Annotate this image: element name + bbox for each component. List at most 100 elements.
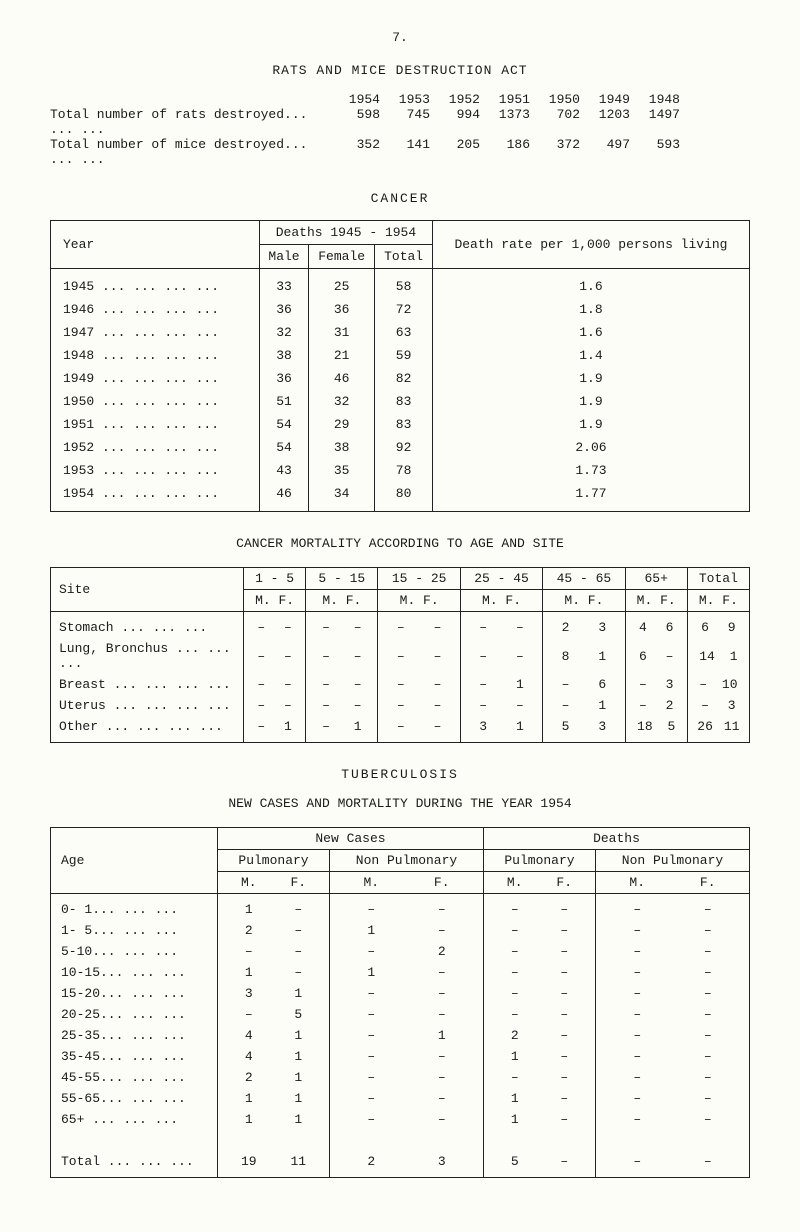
mort-mf: M. F. <box>378 590 460 612</box>
tb-age: 15-20... ... ... <box>51 983 218 1004</box>
tb-cell: 1– <box>483 1046 595 1067</box>
cancer-cell: 78 <box>375 459 433 482</box>
mort-cell: 81 <box>543 638 625 674</box>
rats-block: 1954195319521951195019491948 Total numbe… <box>50 92 750 167</box>
mort-cell: 185 <box>625 716 687 743</box>
cancer-cell: 34 <box>309 482 375 512</box>
mort-cell: 2611 <box>687 716 749 743</box>
rats-value: 702 <box>530 107 580 137</box>
tb-cell: 41 <box>218 1046 330 1067</box>
cancer-cell: 2.06 <box>432 436 749 459</box>
tb-total-label: Total ... ... ... <box>51 1151 218 1178</box>
cancer-cell: 58 <box>375 269 433 299</box>
mort-cell: 31 <box>460 716 542 743</box>
tb-age: 0- 1... ... ... <box>51 894 218 921</box>
rats-year: 1953 <box>380 92 430 107</box>
tb-cell: 31 <box>218 983 330 1004</box>
cancer-cell: 1954 ... ... ... ... <box>51 482 260 512</box>
mort-site: Breast ... ... ... ... <box>51 674 244 695</box>
tb-cell: 11 <box>218 1109 330 1130</box>
tb-cell: –– <box>595 1025 749 1046</box>
mort-cell: –6 <box>543 674 625 695</box>
mort-site-header: Site <box>51 568 244 612</box>
cancer-cell: 1953 ... ... ... ... <box>51 459 260 482</box>
mort-cell: –– <box>378 612 460 639</box>
tb-cell: –– <box>330 1109 484 1130</box>
tb-cell: –– <box>483 894 595 921</box>
cancer-cell: 1.9 <box>432 413 749 436</box>
tb-cell: 23 <box>330 1151 484 1178</box>
tb-d-nonpulm: Non Pulmonary <box>595 850 749 872</box>
cancer-rate-header: Death rate per 1,000 persons living <box>432 221 749 269</box>
mort-cell: –10 <box>687 674 749 695</box>
tb-cell: –– <box>595 941 749 962</box>
cancer-male-header: Male <box>260 245 309 269</box>
rats-value: 1203 <box>580 107 630 137</box>
mort-cell: –– <box>460 612 542 639</box>
cancer-cell: 1.9 <box>432 390 749 413</box>
mort-cell: –– <box>460 638 542 674</box>
rats-value: 745 <box>380 107 430 137</box>
cancer-cell: 1951 ... ... ... ... <box>51 413 260 436</box>
cancer-total-header: Total <box>375 245 433 269</box>
cancer-cell: 1945 ... ... ... ... <box>51 269 260 299</box>
cancer-deaths-span: Deaths 1945 - 1954 <box>260 221 433 245</box>
tb-cell: –– <box>595 1067 749 1088</box>
cancer-year-header: Year <box>51 221 260 269</box>
mort-cell: –3 <box>625 674 687 695</box>
tb-cell: –– <box>330 1046 484 1067</box>
rats-value: 593 <box>630 137 680 167</box>
mort-col-2: 15 - 25 <box>378 568 460 590</box>
mort-col-0: 1 - 5 <box>244 568 306 590</box>
mort-cell: –– <box>306 612 378 639</box>
mortality-table: Site 1 - 5 5 - 15 15 - 25 25 - 45 45 - 6… <box>50 567 750 743</box>
rats-value: 352 <box>330 137 380 167</box>
mort-cell: 6– <box>625 638 687 674</box>
cancer-title: CANCER <box>50 191 750 206</box>
mort-cell: –1 <box>306 716 378 743</box>
mort-site: Uterus ... ... ... ... <box>51 695 244 716</box>
cancer-cell: 36 <box>260 298 309 321</box>
mort-cell: –3 <box>687 695 749 716</box>
mort-mf: M. F. <box>543 590 625 612</box>
tb-cell: –– <box>330 894 484 921</box>
cancer-cell: 1.77 <box>432 482 749 512</box>
mort-cell: –– <box>306 638 378 674</box>
cancer-cell: 35 <box>309 459 375 482</box>
mort-cell: 46 <box>625 612 687 639</box>
tb-cell: –– <box>483 1067 595 1088</box>
tb-cell: –– <box>483 941 595 962</box>
mort-mf: M. F. <box>460 590 542 612</box>
cancer-cell: 63 <box>375 321 433 344</box>
mort-cell: –– <box>306 674 378 695</box>
cancer-table: Year Deaths 1945 - 1954 Death rate per 1… <box>50 220 750 512</box>
rats-value: 186 <box>480 137 530 167</box>
cancer-cell: 83 <box>375 413 433 436</box>
tb-cell: –– <box>595 920 749 941</box>
mort-cell: –2 <box>625 695 687 716</box>
tb-cell: –– <box>595 983 749 1004</box>
mortality-title: CANCER MORTALITY ACCORDING TO AGE AND SI… <box>50 536 750 551</box>
tb-cell: –– <box>330 1004 484 1025</box>
tb-table: Age New Cases Deaths Pulmonary Non Pulmo… <box>50 827 750 1178</box>
mort-cell: –– <box>244 612 306 639</box>
cancer-cell: 1947 ... ... ... ... <box>51 321 260 344</box>
tb-cell: –– <box>483 983 595 1004</box>
cancer-cell: 29 <box>309 413 375 436</box>
cancer-cell: 1.73 <box>432 459 749 482</box>
mort-cell: –1 <box>460 674 542 695</box>
mort-col-6: Total <box>687 568 749 590</box>
mort-cell: –– <box>244 695 306 716</box>
cancer-cell: 1948 ... ... ... ... <box>51 344 260 367</box>
cancer-cell: 1952 ... ... ... ... <box>51 436 260 459</box>
mort-mf: M. F. <box>306 590 378 612</box>
tb-cell: 1– <box>218 894 330 921</box>
mort-cell: –– <box>378 695 460 716</box>
cancer-cell: 46 <box>309 367 375 390</box>
mort-cell: 23 <box>543 612 625 639</box>
rats-value: 497 <box>580 137 630 167</box>
cancer-cell: 1.8 <box>432 298 749 321</box>
tb-cell: 11 <box>218 1088 330 1109</box>
cancer-cell: 25 <box>309 269 375 299</box>
tb-age: 10-15... ... ... <box>51 962 218 983</box>
